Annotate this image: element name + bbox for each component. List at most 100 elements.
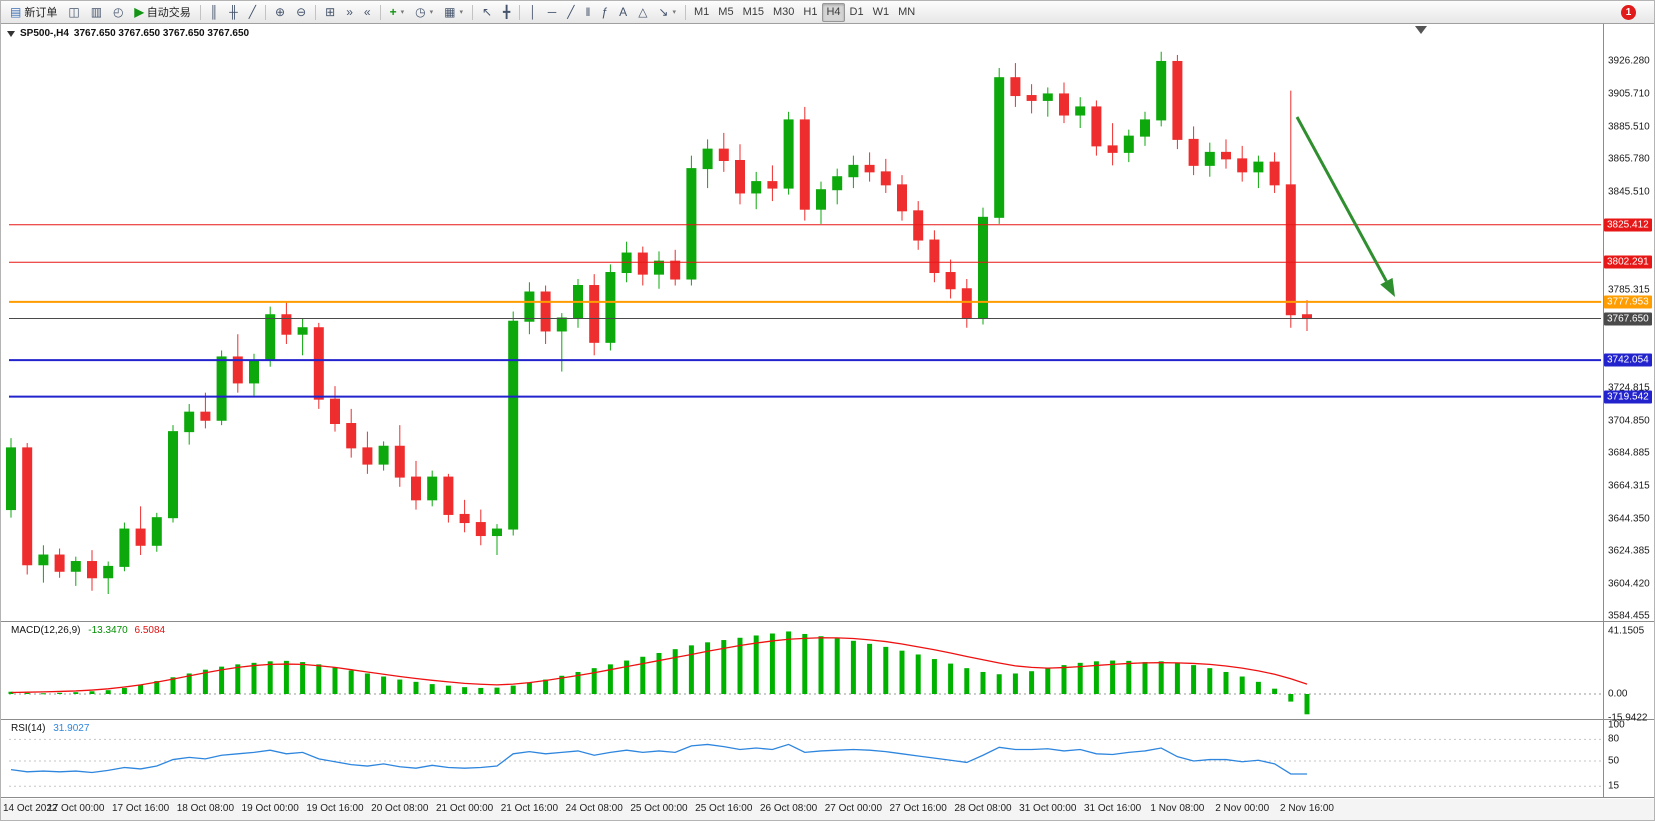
bars-chart-icon: ║ (209, 5, 219, 19)
zoom-in-icon[interactable]: ⊕ (270, 3, 290, 22)
horizontal-line-icon: ─ (547, 5, 557, 19)
templates-icon[interactable]: ▦ ▾ (439, 3, 468, 22)
dropdown-arrow-icon: ▾ (400, 9, 405, 16)
zoom-out-icon[interactable]: ⊖ (291, 3, 311, 22)
trendline-icon[interactable]: ╱ (562, 3, 579, 22)
time-axis-label: 14 Oct 2022 (3, 803, 58, 814)
timeframe-m5[interactable]: M5 (714, 3, 737, 22)
chart-shift-icon[interactable]: « (359, 3, 376, 22)
price-level-badge-support: 3719.542 (1604, 390, 1652, 404)
price-axis-label: 3704.850 (1608, 415, 1650, 426)
rsi-value: 31.9027 (53, 723, 90, 734)
line-chart-icon[interactable]: ╱ (244, 3, 261, 22)
horizontal-line-icon[interactable]: ─ (543, 3, 562, 22)
new-order-button-label: 新订单 (24, 7, 58, 19)
time-axis-label: 18 Oct 08:00 (176, 803, 235, 814)
cursor-icon: ↖ (481, 5, 493, 19)
timeframe-d1[interactable]: D1 (846, 3, 868, 22)
chart-shift-marker[interactable] (1415, 26, 1427, 34)
price-axis-label: 3926.280 (1608, 55, 1650, 67)
time-axis-label: 19 Oct 16:00 (306, 803, 364, 814)
time-axis-label: 31 Oct 16:00 (1083, 803, 1142, 814)
timeframe-h1[interactable]: H1 (799, 3, 821, 22)
new-order-button[interactable]: ▤ 新订单 (5, 3, 62, 22)
price-axis[interactable]: 3926.280 3905.710 3885.510 3865.780 3845.510… (1604, 1, 1654, 820)
rsi-axis-label: 15 (1608, 780, 1620, 792)
timeframe-m1[interactable]: M1 (690, 3, 713, 22)
time-axis-label: 21 Oct 00:00 (435, 803, 494, 814)
timeframe-m15[interactable]: M15 (739, 3, 768, 22)
auto-scroll-icon[interactable]: » (341, 3, 358, 22)
chart-ohlc-values: 3767.650 3767.650 3767.650 3767.650 (73, 28, 250, 39)
time-axis-label: 25 Oct 16:00 (695, 803, 753, 814)
profiles-icon[interactable]: ▥ (86, 3, 107, 22)
macd-signal-line (10, 637, 1308, 694)
vertical-line-icon[interactable]: │ (524, 3, 542, 22)
templates-icon: ▦ (444, 5, 456, 19)
chart-symbol-period: SP500-,H4 (20, 28, 69, 39)
price-axis-label: 3865.780 (1608, 153, 1650, 165)
bars-chart-icon[interactable]: ║ (205, 3, 224, 22)
indicators-icon[interactable]: + ▾ (385, 3, 410, 22)
profiles-icon: ▥ (90, 5, 103, 19)
time-axis-label: 31 Oct 00:00 (1019, 803, 1077, 814)
macd-pane-label: MACD(12,26,9) -13.3470 6.5084 (11, 625, 165, 636)
equidistant-channel-icon[interactable]: ‖ (581, 3, 596, 22)
notification-badge[interactable]: 1 (1621, 4, 1636, 20)
open-chart-icon[interactable]: ◫ (63, 3, 84, 22)
auto-trading-icon: ▶ (134, 5, 144, 19)
text-label-icon[interactable]: A (614, 3, 632, 22)
time-axis-label: 1 Nov 08:00 (1150, 803, 1205, 814)
price-axis-label: 3885.510 (1608, 121, 1650, 133)
auto-trading-button[interactable]: ▶ 自动交易 (130, 3, 196, 22)
fibonacci-retracement-icon[interactable]: ƒ (596, 3, 613, 22)
time-axis-label: 19 Oct 00:00 (241, 803, 299, 814)
time-axis-label: 26 Oct 08:00 (759, 803, 818, 814)
dropdown-arrow-icon: ▾ (672, 9, 676, 16)
equidistant-channel-icon: ‖ (585, 5, 591, 19)
price-axis-label: 3624.385 (1608, 545, 1650, 557)
macd-histogram (8, 631, 1310, 715)
periods-icon[interactable]: ◷ ▾ (410, 3, 438, 22)
price-axis-label: 3644.350 (1608, 513, 1650, 525)
price-level-badge-resistance: 3825.412 (1604, 218, 1652, 232)
trend-arrow-annotation[interactable] (1295, 116, 1395, 297)
crosshair-icon[interactable]: ╋ (498, 3, 515, 22)
line-chart-icon: ╱ (248, 5, 257, 19)
alerts-icon[interactable]: ◴ (108, 3, 128, 22)
indicators-icon: + (389, 5, 397, 19)
price-axis-label: 3584.455 (1608, 610, 1650, 622)
vertical-line-icon: │ (529, 5, 537, 19)
zoom-in-icon: ⊕ (275, 5, 286, 19)
price-axis-label: 3664.315 (1608, 480, 1650, 492)
toolbar-separator (265, 4, 267, 20)
timeframe-m30[interactable]: M30 (769, 3, 798, 22)
cursor-icon[interactable]: ↖ (477, 3, 497, 22)
price-level-badge-resistance: 3802.291 (1604, 255, 1652, 269)
rsi-pane-label: RSI(14) 31.9027 (11, 723, 89, 734)
rsi-indicator-title: RSI(14) (11, 723, 46, 734)
trendline-icon: ╱ (567, 5, 575, 19)
timeframe-mn[interactable]: MN (894, 3, 919, 22)
timeframe-h4[interactable]: H4 (822, 2, 845, 22)
shapes-icon: △ (638, 5, 648, 19)
arrow-objects-icon[interactable]: ↘ ▾ (653, 3, 681, 22)
macd-axis-label: -15.9422 (1608, 712, 1648, 724)
tile-windows-icon[interactable]: ⊞ (320, 3, 340, 22)
macd-indicator-title: MACD(12,26,9) (11, 625, 81, 636)
macd-axis-label: 0.00 (1608, 688, 1628, 700)
time-axis[interactable]: 14 Oct 2022 17 Oct 00:00 17 Oct 16:00 18 Oc… (1, 799, 1654, 820)
timeframe-w1[interactable]: W1 (869, 3, 894, 22)
periods-icon: ◷ (415, 5, 426, 19)
time-axis-label: 17 Oct 16:00 (111, 803, 170, 814)
time-axis-label: 25 Oct 00:00 (630, 803, 688, 814)
chart-window[interactable]: SP500-,H4 3767.650 3767.650 3767.650 376… (1, 23, 1654, 820)
candlestick-chart-icon[interactable]: ╫ (224, 3, 243, 22)
price-axis-label: 3845.510 (1608, 186, 1650, 198)
time-axis-label: 2 Nov 16:00 (1280, 803, 1334, 814)
new-order-icon: ▤ (10, 5, 22, 19)
shapes-icon[interactable]: △ (633, 3, 652, 22)
macd-main-value: -13.3470 (88, 625, 128, 636)
toolbar-separator (379, 4, 381, 20)
